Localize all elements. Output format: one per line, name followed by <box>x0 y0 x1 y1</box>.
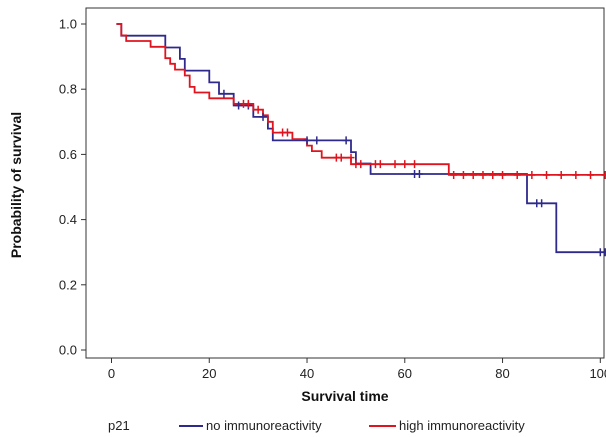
x-axis: 0 20 40 60 80 100 <box>108 358 606 381</box>
y-tick-label: 0.6 <box>59 147 77 162</box>
y-tick-label: 0.0 <box>59 343 77 358</box>
censor-mark-high-immunoreactivity <box>347 153 355 162</box>
x-tick-label: 80 <box>495 366 509 381</box>
legend-title: p21 <box>108 418 130 433</box>
y-axis: 0.0 0.2 0.4 0.6 0.8 1.0 <box>59 17 86 358</box>
x-tick-label: 20 <box>202 366 216 381</box>
censor-mark-high-immunoreactivity <box>411 160 419 169</box>
censor-mark-no-immunoreactivity <box>220 89 228 98</box>
plot-area-frame <box>85 7 605 359</box>
censor-mark-high-immunoreactivity <box>357 160 365 169</box>
legend-label-high-immunoreactivity: high immunoreactivity <box>399 418 525 433</box>
censor-mark-high-immunoreactivity <box>254 105 262 114</box>
censor-mark-high-immunoreactivity <box>391 160 399 169</box>
censor-mark-high-immunoreactivity <box>244 99 252 108</box>
legend: p21 no immunoreactivity high immunoreact… <box>108 418 525 433</box>
censor-mark-no-immunoreactivity <box>601 248 606 257</box>
censor-mark-high-immunoreactivity <box>489 170 497 179</box>
censor-mark-no-immunoreactivity <box>538 199 546 208</box>
censor-mark-high-immunoreactivity <box>376 160 384 169</box>
censor-mark-no-immunoreactivity <box>235 101 243 110</box>
censor-mark-no-immunoreactivity <box>313 136 321 145</box>
y-tick-label: 0.8 <box>59 82 77 97</box>
legend-label-no-immunoreactivity: no immunoreactivity <box>206 418 322 433</box>
censor-marks <box>220 89 606 257</box>
censor-mark-high-immunoreactivity <box>543 170 551 179</box>
censor-mark-high-immunoreactivity <box>283 128 291 137</box>
y-tick-label: 0.4 <box>59 212 77 227</box>
series-line-no-immunoreactivity <box>116 23 606 254</box>
series-lines <box>116 23 606 254</box>
y-tick-label: 0.2 <box>59 277 77 292</box>
censor-mark-high-immunoreactivity <box>450 170 458 179</box>
x-tick-label: 100 <box>589 366 606 381</box>
censor-mark-high-immunoreactivity <box>479 170 487 179</box>
y-tick-label: 1.0 <box>59 17 77 32</box>
censor-mark-high-immunoreactivity <box>499 170 507 179</box>
x-tick-label: 0 <box>108 366 115 381</box>
censor-mark-no-immunoreactivity <box>259 112 267 121</box>
censor-mark-high-immunoreactivity <box>528 170 536 179</box>
x-tick-label: 40 <box>300 366 314 381</box>
y-axis-title: Probability of survival <box>8 112 24 258</box>
censor-mark-high-immunoreactivity <box>513 170 521 179</box>
censor-mark-no-immunoreactivity <box>415 169 423 178</box>
censor-mark-no-immunoreactivity <box>342 136 350 145</box>
x-tick-label: 60 <box>398 366 412 381</box>
censor-mark-high-immunoreactivity <box>572 170 580 179</box>
censor-mark-high-immunoreactivity <box>459 170 467 179</box>
censor-mark-high-immunoreactivity <box>557 170 565 179</box>
censor-mark-high-immunoreactivity <box>601 170 606 179</box>
censor-mark-no-immunoreactivity <box>303 136 311 145</box>
censor-mark-high-immunoreactivity <box>587 170 595 179</box>
censor-mark-high-immunoreactivity <box>401 160 409 169</box>
series-line-high-immunoreactivity <box>116 23 606 176</box>
x-axis-title: Survival time <box>301 388 388 404</box>
censor-mark-high-immunoreactivity <box>337 153 345 162</box>
censor-mark-high-immunoreactivity <box>469 170 477 179</box>
